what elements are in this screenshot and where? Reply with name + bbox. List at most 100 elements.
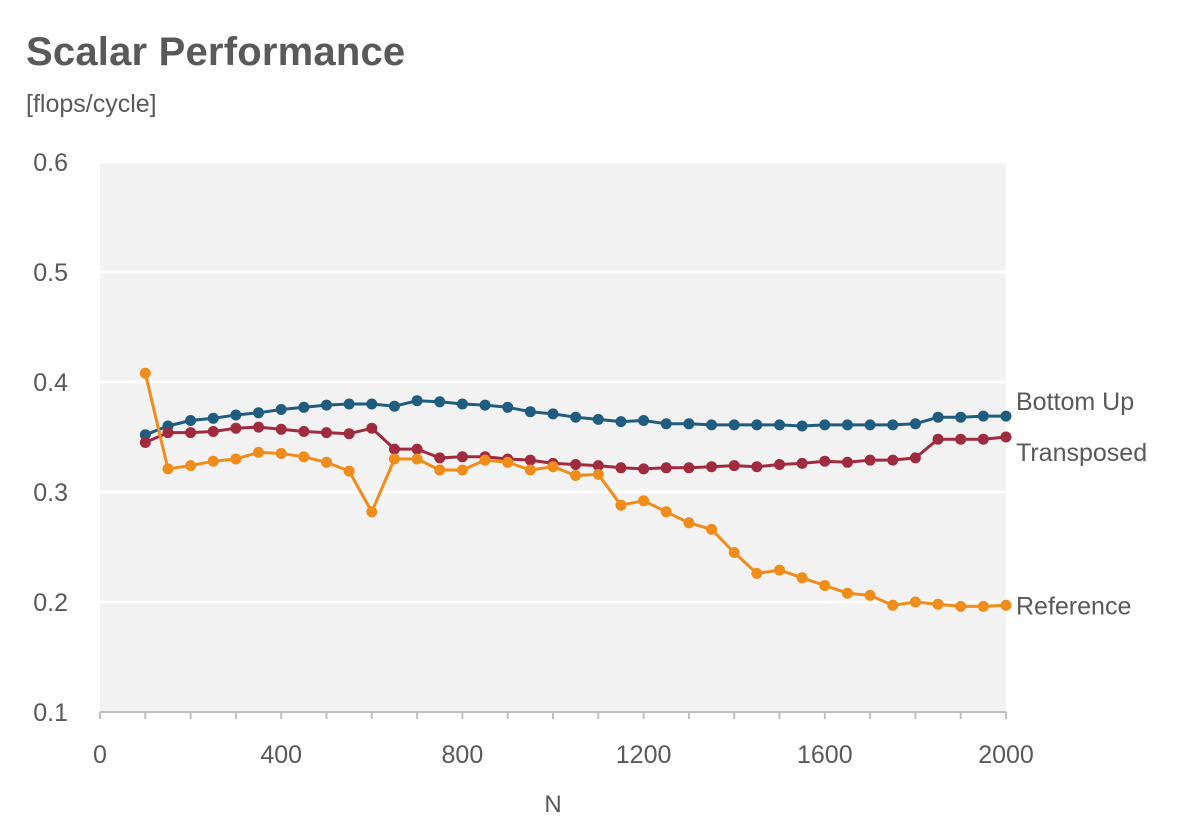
data-point-bottom-up xyxy=(955,411,967,423)
data-point-reference xyxy=(615,499,627,511)
data-point-bottom-up xyxy=(139,429,151,441)
data-point-transposed xyxy=(932,433,944,445)
data-point-reference xyxy=(955,600,967,612)
data-point-transposed xyxy=(570,459,582,470)
data-point-reference xyxy=(456,464,468,476)
data-point-bottom-up xyxy=(321,399,332,411)
data-point-transposed xyxy=(819,455,831,467)
data-point-bottom-up xyxy=(298,401,310,413)
data-point-reference xyxy=(321,456,332,468)
data-point-bottom-up xyxy=(207,412,219,424)
data-point-transposed xyxy=(139,437,151,448)
data-point-reference xyxy=(411,453,423,465)
data-point-bottom-up xyxy=(660,418,672,430)
data-point-reference xyxy=(298,451,310,463)
data-point-bottom-up xyxy=(275,404,287,415)
data-point-transposed xyxy=(275,423,287,435)
data-point-transposed xyxy=(456,451,468,463)
data-point-reference xyxy=(162,463,174,475)
data-point-reference xyxy=(909,596,921,608)
data-point-reference xyxy=(706,523,718,535)
data-point-reference xyxy=(253,446,265,458)
data-point-reference xyxy=(660,506,672,518)
data-point-reference xyxy=(139,367,151,379)
x-tick-label: 1200 xyxy=(616,741,672,769)
data-point-bottom-up xyxy=(592,413,604,425)
data-point-bottom-up xyxy=(841,419,853,431)
data-point-transposed xyxy=(660,462,672,474)
data-point-bottom-up xyxy=(253,407,265,419)
y-tick-label: 0.6 xyxy=(33,149,68,177)
data-point-reference xyxy=(547,461,559,473)
plot-area xyxy=(100,162,1006,712)
data-point-bottom-up xyxy=(479,399,491,411)
data-point-transposed xyxy=(253,421,265,433)
data-point-bottom-up xyxy=(819,419,831,431)
data-point-reference xyxy=(343,465,355,477)
data-point-transposed xyxy=(321,427,332,439)
data-point-reference xyxy=(864,589,876,601)
data-point-transposed xyxy=(434,452,446,464)
data-point-bottom-up xyxy=(977,410,989,422)
data-point-transposed xyxy=(524,454,536,466)
y-tick-label: 0.2 xyxy=(33,589,68,617)
data-point-bottom-up xyxy=(909,418,921,430)
data-point-bottom-up xyxy=(932,411,944,423)
data-point-transposed xyxy=(864,454,876,466)
series-label-transposed: Transposed xyxy=(1016,439,1147,467)
y-tick-label: 0.4 xyxy=(33,369,68,397)
data-point-transposed xyxy=(955,433,967,445)
data-point-bottom-up xyxy=(887,419,899,431)
data-point-reference xyxy=(751,567,763,579)
data-point-transposed xyxy=(388,443,400,455)
data-point-transposed xyxy=(887,454,899,466)
data-point-bottom-up xyxy=(524,406,536,418)
data-point-reference xyxy=(728,547,740,558)
data-point-bottom-up xyxy=(728,419,740,431)
data-point-transposed xyxy=(343,428,355,440)
data-point-transposed xyxy=(298,426,310,437)
x-tick-label: 2000 xyxy=(978,741,1034,769)
data-point-reference xyxy=(388,453,400,465)
data-point-transposed xyxy=(728,460,740,472)
data-point-reference xyxy=(977,600,989,612)
data-point-bottom-up xyxy=(570,411,582,423)
x-tick-label: 0 xyxy=(93,741,107,769)
data-point-transposed xyxy=(1000,431,1012,443)
data-point-transposed xyxy=(977,433,989,445)
data-point-reference xyxy=(502,456,514,468)
data-point-reference xyxy=(479,454,491,466)
series-labels: Bottom Up Transposed Reference xyxy=(1016,388,1147,620)
data-point-transposed xyxy=(706,461,718,473)
data-point-transposed xyxy=(230,422,242,434)
data-point-reference xyxy=(524,464,536,476)
data-point-bottom-up xyxy=(864,419,876,431)
data-point-bottom-up xyxy=(411,395,423,407)
x-tick-label: 800 xyxy=(442,741,484,769)
chart-subtitle: [flops/cycle] xyxy=(26,90,157,118)
data-point-bottom-up xyxy=(796,420,808,432)
data-point-transposed xyxy=(592,460,604,472)
y-tick-label: 0.1 xyxy=(33,699,68,727)
data-point-bottom-up xyxy=(774,419,785,431)
data-point-bottom-up xyxy=(434,396,446,408)
y-tick-label: 0.3 xyxy=(33,479,68,507)
data-point-reference xyxy=(683,517,695,529)
data-point-transposed xyxy=(162,427,174,439)
data-point-reference xyxy=(570,470,582,481)
x-tick-label: 1600 xyxy=(797,741,853,769)
x-axis-label: N xyxy=(544,791,561,818)
series-group xyxy=(139,367,1012,612)
data-point-bottom-up xyxy=(615,416,627,428)
data-point-reference xyxy=(774,564,785,576)
data-point-bottom-up xyxy=(683,418,695,430)
y-tick-label: 0.5 xyxy=(33,259,68,287)
data-point-reference xyxy=(841,587,853,599)
data-point-bottom-up xyxy=(502,401,514,413)
data-point-bottom-up xyxy=(547,408,559,420)
data-point-reference xyxy=(1000,599,1012,611)
data-point-transposed xyxy=(638,463,650,475)
data-point-reference xyxy=(434,464,446,476)
data-point-transposed xyxy=(411,443,423,455)
data-point-transposed xyxy=(796,457,808,469)
